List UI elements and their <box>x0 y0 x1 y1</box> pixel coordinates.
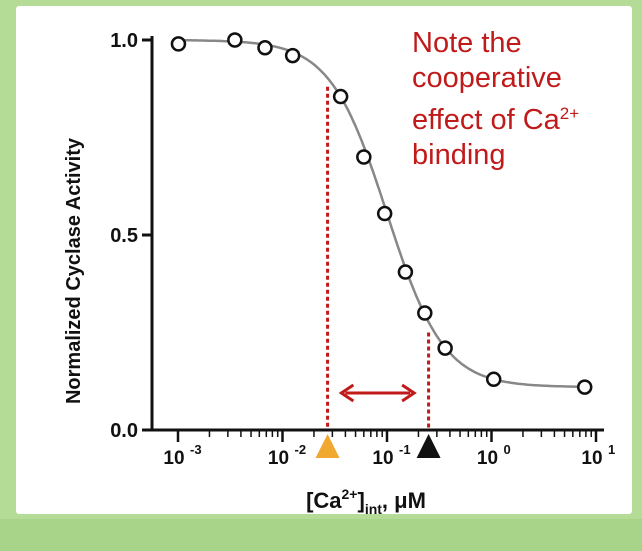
y-tick-label: 0.5 <box>110 225 138 247</box>
x-tick-exponent: -2 <box>295 442 307 457</box>
cooperativity-annotation: Note the cooperative effect of Ca2+ bind… <box>412 26 632 173</box>
data-point <box>227 32 243 48</box>
marker-layer <box>315 86 441 458</box>
x-axis-label-close: ] <box>357 488 365 513</box>
axes: 0.0 0.5 1.0 10 -3 10 -2 10 -1 10 0 10 1 <box>110 30 615 469</box>
x-tick-label: 10 <box>581 448 602 469</box>
x-tick-label: 10 <box>372 448 393 469</box>
y-axis-label: Normalized Cyclase Activity <box>63 137 85 405</box>
data-point <box>397 264 414 280</box>
x-axis-label-sup: 2+ <box>341 486 358 502</box>
annotation-line-3-text: effect of Ca <box>412 104 560 136</box>
data-point <box>284 47 301 64</box>
chart-panel: 0.0 0.5 1.0 10 -3 10 -2 10 -1 10 0 10 1 Normalized C… <box>16 6 632 517</box>
x-tick-exponent: -1 <box>399 442 411 457</box>
fit-curve-layer <box>178 38 585 389</box>
data-point <box>257 40 273 56</box>
annotation-line-2: cooperative <box>412 62 562 94</box>
black-triangle-marker <box>416 434 441 458</box>
x-axis-label-sub: int <box>364 501 382 517</box>
annotation-line-3: effect of Ca2+ <box>412 96 632 138</box>
data-point <box>332 88 349 105</box>
x-axis-label-unit: , μM <box>381 488 426 513</box>
data-point <box>417 305 433 321</box>
x-tick-label: 10 <box>268 448 289 469</box>
data-point <box>376 205 393 222</box>
y-tick-label: 1.0 <box>110 30 138 52</box>
chart-svg: 0.0 0.5 1.0 10 -3 10 -2 10 -1 10 0 10 1 <box>110 30 615 469</box>
range-arrow-right-head <box>401 383 417 403</box>
x-axis-label-main: [Ca <box>306 488 342 513</box>
fit-curve <box>178 38 585 389</box>
x-tick-exponent: -3 <box>190 442 202 457</box>
data-point <box>576 379 593 395</box>
x-axis-label: [Ca2+]int, μM <box>216 486 516 517</box>
annotation-line-4: binding <box>412 139 506 171</box>
x-tick-exponent: 1 <box>608 442 615 457</box>
orange-triangle-marker <box>315 434 340 458</box>
x-tick-label: 10 <box>163 448 184 469</box>
data-points <box>170 32 593 395</box>
x-tick-label: 10 <box>477 448 498 469</box>
data-point <box>170 36 187 52</box>
x-tick-exponent: 0 <box>504 442 511 457</box>
data-point <box>437 340 453 356</box>
annotation-line-1: Note the <box>412 27 522 59</box>
range-arrow-left-head <box>338 383 355 403</box>
green-background-frame: 0.0 0.5 1.0 10 -3 10 -2 10 -1 10 0 10 1 Normalized C… <box>0 0 642 519</box>
data-point <box>485 371 502 388</box>
y-tick-label: 0.0 <box>110 420 138 442</box>
data-point <box>356 149 372 165</box>
annotation-sup: 2+ <box>559 104 580 123</box>
